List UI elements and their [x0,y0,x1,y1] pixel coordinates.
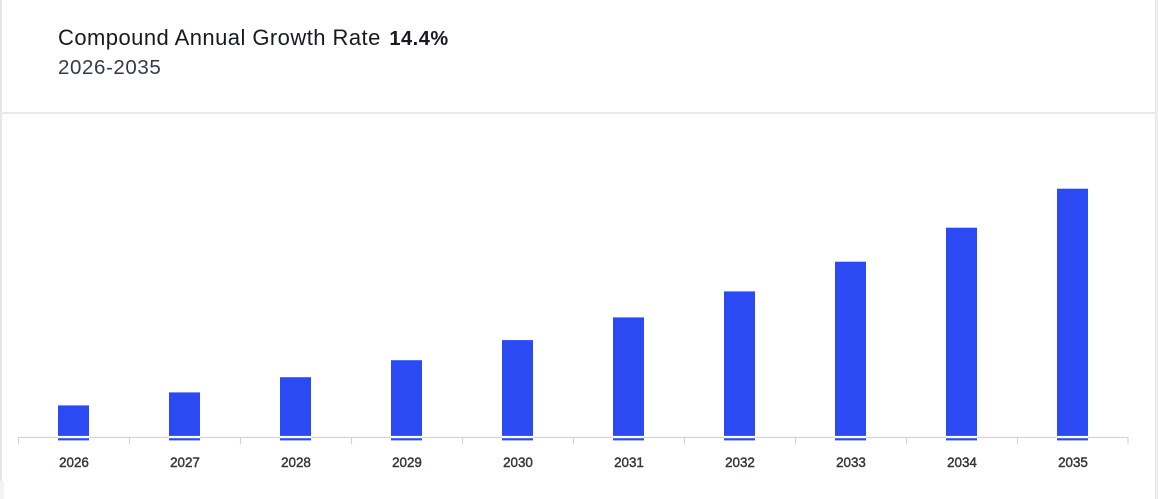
svg-text:2033: 2033 [836,455,866,470]
svg-text:2034: 2034 [947,455,977,470]
svg-text:2028: 2028 [281,455,311,470]
svg-text:2026: 2026 [59,455,89,470]
svg-text:2030: 2030 [503,455,533,470]
svg-text:2029: 2029 [392,455,422,470]
svg-text:2027: 2027 [170,455,200,470]
svg-text:2032: 2032 [725,455,755,470]
svg-text:2035: 2035 [1058,455,1088,470]
svg-text:2031: 2031 [614,455,644,470]
